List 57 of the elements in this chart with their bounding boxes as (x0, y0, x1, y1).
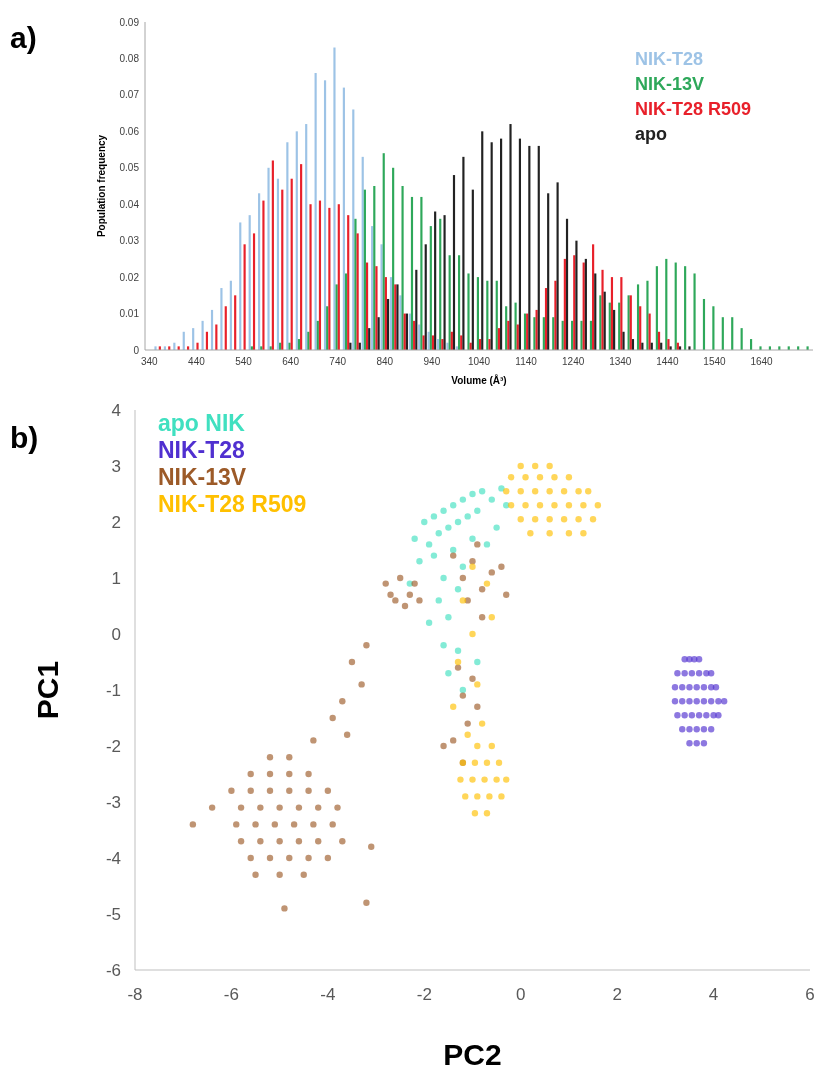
y-tick-label: -3 (105, 793, 121, 812)
y-tick-label: -5 (105, 905, 121, 924)
x-tick-label: -6 (223, 985, 239, 1004)
x-tick-label: 940 (423, 356, 441, 367)
x-tick-label: 1440 (656, 356, 679, 367)
x-tick-label: -8 (127, 985, 143, 1004)
text: NIK-T28 R509 (635, 99, 752, 119)
x-axis-title: Volume (Å³) (451, 374, 507, 386)
y-tick-label: 0.05 (119, 162, 140, 174)
x-tick-label: 440 (188, 356, 206, 367)
x-tick-label: 1540 (703, 356, 727, 367)
y-tick-label: -6 (105, 961, 121, 980)
x-tick-label: 540 (235, 356, 253, 367)
y-tick-label: 0.02 (119, 271, 140, 283)
y-tick-label: -4 (105, 849, 121, 868)
text: NIK-T28 R509 (158, 491, 307, 517)
y-tick-label: 0.06 (119, 125, 140, 137)
y-tick-label: 2 (111, 513, 121, 532)
x-tick-label: 0 (515, 985, 526, 1004)
y-tick-label: 3 (111, 457, 121, 476)
y-tick-label: 0.09 (119, 16, 140, 28)
text: NIK-13V (635, 74, 705, 94)
x-tick-label: -4 (320, 985, 336, 1004)
x-tick-label: 340 (140, 356, 159, 367)
y-tick-label: -1 (105, 681, 121, 700)
x-tick-label: 1040 (467, 356, 491, 367)
x-tick-label: 2 (612, 985, 622, 1004)
y-tick-label: 0 (133, 344, 140, 356)
x-tick-label: 1140 (515, 356, 538, 367)
x-tick-label: 640 (282, 356, 300, 367)
x-tick-label: 6 (805, 985, 815, 1004)
x-tick-label: 840 (376, 356, 394, 367)
x-tick-label: 1240 (562, 356, 585, 367)
y-tick-label: 0.03 (119, 235, 140, 247)
text: apo NIK (158, 410, 246, 436)
y-tick-label: 0.07 (119, 89, 140, 101)
y-tick-label: -2 (105, 737, 121, 756)
y-tick-label: 0 (111, 625, 121, 644)
text: apo (635, 124, 668, 144)
y-axis-title: Population frequency (96, 134, 107, 238)
x-tick-label: 4 (708, 985, 719, 1004)
text: NIK-T28 (635, 49, 704, 69)
y-axis-title: PC1 (31, 660, 64, 720)
y-tick-label: 4 (111, 401, 121, 420)
x-tick-label: -2 (416, 985, 432, 1004)
y-tick-label: 1 (111, 569, 121, 588)
y-tick-label: 0.04 (119, 198, 140, 210)
x-tick-label: 740 (329, 356, 347, 367)
text: NIK-T28 (158, 437, 246, 463)
x-tick-label: 1340 (609, 356, 632, 367)
y-tick-label: 0.08 (119, 52, 140, 64)
text: NIK-13V (158, 464, 247, 490)
x-axis-title: PC2 (443, 1038, 502, 1071)
y-tick-label: 0.01 (119, 308, 140, 320)
x-tick-label: 1640 (750, 356, 774, 367)
chart-title: b) (10, 421, 39, 454)
chart-title: a) (10, 21, 37, 54)
